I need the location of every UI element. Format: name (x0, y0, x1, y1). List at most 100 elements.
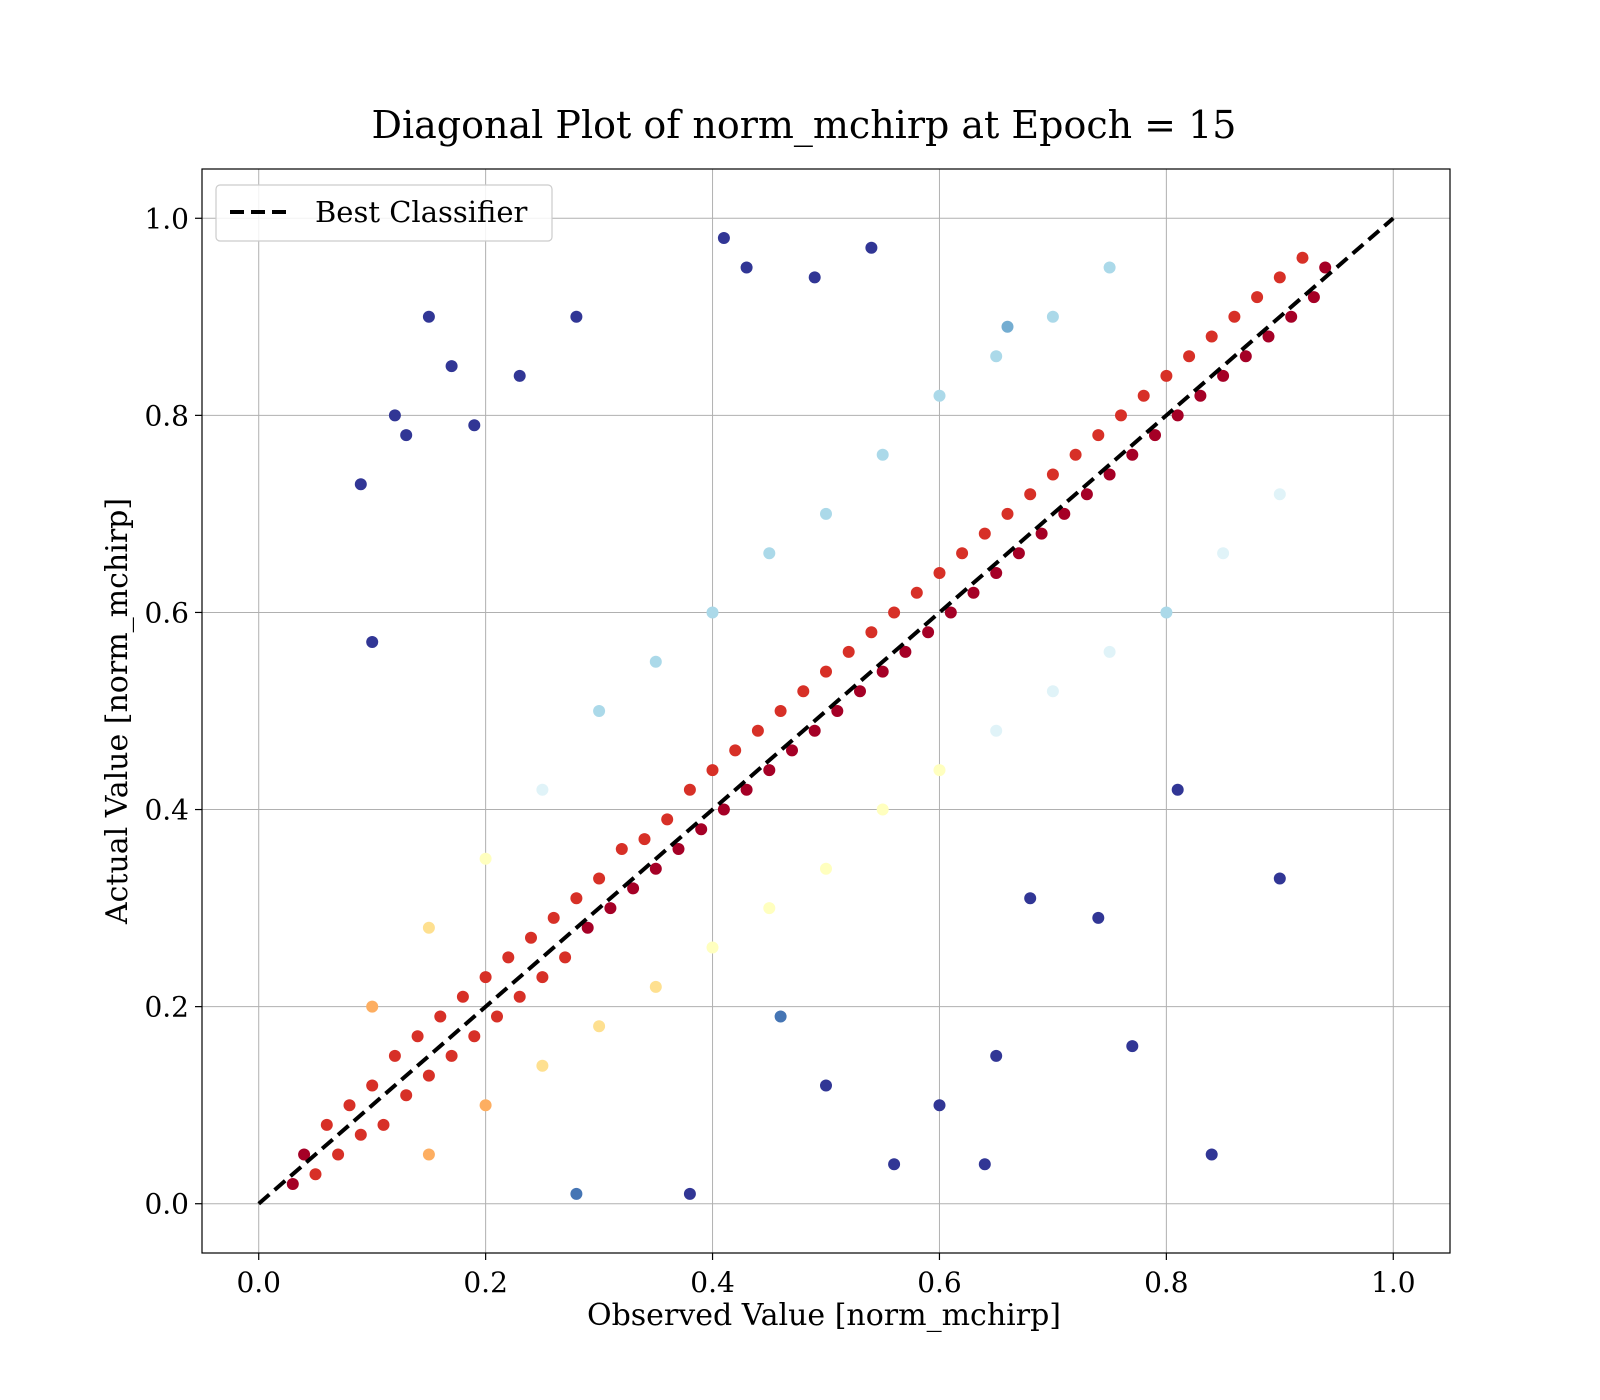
scatter-point (513, 990, 526, 1003)
x-tick-label: 0.6 (917, 1266, 962, 1299)
scatter-point (842, 645, 855, 658)
scatter-point (422, 1069, 435, 1082)
scatter-point (933, 389, 946, 402)
scatter-point (740, 783, 753, 796)
y-axis-label: Actual Value [norm_mchirp] (100, 498, 135, 925)
plot-frame (201, 168, 1451, 1254)
scatter-point (978, 527, 991, 540)
scatter-point (1205, 1148, 1218, 1161)
y-tick-label: 1.0 (144, 202, 189, 235)
x-axis-label: Observed Value [norm_mchirp] (587, 1298, 1061, 1333)
scatter-point (422, 1148, 435, 1161)
scatter-point (354, 1128, 367, 1141)
scatter-point (888, 1158, 901, 1171)
scatter-point (1001, 320, 1014, 333)
scatter-point (1273, 488, 1286, 501)
scatter-point (888, 606, 901, 619)
scatter-point (1171, 409, 1184, 422)
scatter-point (1103, 468, 1116, 481)
scatter-point (638, 833, 651, 846)
scatter-point (1046, 310, 1059, 323)
scatter-point (400, 429, 413, 442)
scatter-point (1126, 1040, 1139, 1053)
scatter-point (1103, 261, 1116, 274)
scatter-point (377, 1118, 390, 1131)
scatter-point (990, 567, 1003, 579)
scatter-point (990, 1049, 1003, 1062)
scatter-point (604, 902, 617, 915)
scatter-point (559, 951, 572, 964)
scatter-point (456, 990, 469, 1003)
scatter-point (581, 921, 594, 934)
scatter-point (1115, 409, 1127, 422)
x-tick-label: 0.4 (690, 1266, 735, 1299)
scatter-point (366, 1079, 379, 1092)
scatter-point (751, 724, 764, 737)
scatter-point (513, 369, 526, 382)
scatter-point (774, 705, 787, 717)
scatter-point (786, 744, 798, 757)
scatter-point (706, 764, 719, 777)
reference-line-layer (257, 216, 1395, 1206)
scatter-point (831, 705, 844, 717)
scatter-point (763, 764, 776, 777)
scatter-point (1217, 369, 1230, 382)
chart-title: Diagonal Plot of norm_mchirp at Epoch = … (372, 103, 1237, 148)
scatter-point (1217, 547, 1230, 560)
scatter-point (820, 665, 832, 678)
scatter-point (797, 685, 810, 698)
scatter-point (1069, 448, 1082, 461)
x-axis-ticks: 0.0 0.2 0.4 0.6 0.8 1.0 (236, 1253, 1416, 1299)
scatter-point (1092, 429, 1105, 442)
scatter-point (876, 448, 889, 461)
scatter-point (1171, 783, 1184, 796)
scatter-point (593, 872, 606, 885)
scatter-point (1205, 330, 1218, 343)
scatter-point (434, 1010, 447, 1023)
scatter-point (649, 862, 662, 875)
scatter-point (933, 1099, 946, 1112)
x-tick-label: 0.2 (463, 1266, 508, 1299)
scatter-point (683, 1187, 696, 1200)
scatter-point (933, 567, 946, 579)
scatter-point (1273, 271, 1286, 284)
scatter-point (1160, 369, 1173, 382)
scatter-point (536, 783, 549, 796)
scatter-point (1307, 291, 1320, 304)
scatter-point (479, 1099, 492, 1112)
x-tick-label: 0.8 (1144, 1266, 1189, 1299)
scatter-point (1046, 468, 1059, 481)
scatter-point (1149, 429, 1161, 442)
scatter-point (1035, 527, 1048, 540)
scatter-point (706, 606, 719, 619)
scatter-point (615, 843, 628, 855)
scatter-point (388, 1049, 401, 1062)
scatter-point (1273, 872, 1286, 885)
scatter-point (536, 971, 549, 984)
scatter-point (422, 310, 435, 323)
scatter-point (649, 980, 662, 993)
scatter-point (468, 419, 481, 432)
x-tick-label: 1.0 (1371, 1266, 1416, 1299)
y-tick-label: 0.8 (144, 399, 189, 432)
scatter-point (1251, 291, 1264, 304)
scatter-point (468, 1030, 481, 1043)
scatter-point (899, 645, 912, 658)
scatter-point (366, 636, 379, 648)
scatter-point (366, 1000, 379, 1013)
scatter-point (763, 547, 776, 560)
scatter-point (1228, 310, 1241, 323)
scatter-point (570, 310, 583, 323)
scatter-point (332, 1148, 345, 1161)
scatter-point (547, 911, 560, 924)
scatter-point (706, 941, 719, 954)
scatter-point (1183, 350, 1196, 363)
scatter-point (1194, 389, 1207, 402)
scatter-point (820, 1079, 832, 1092)
scatter-point (491, 1010, 503, 1023)
legend-entry-best-classifier: Best Classifier (315, 195, 528, 229)
scatter-point (1024, 488, 1037, 501)
scatter-point (1126, 448, 1139, 461)
